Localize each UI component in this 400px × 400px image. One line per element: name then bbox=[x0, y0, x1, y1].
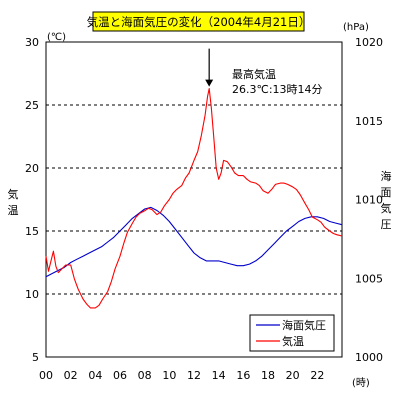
plot-area bbox=[45, 41, 343, 358]
left-tick-label-15: 15 bbox=[25, 225, 39, 238]
right-tick-label-1020: 1020 bbox=[355, 36, 383, 49]
annotation-arrow-head bbox=[205, 79, 214, 87]
x-tick-label-12: 12 bbox=[187, 369, 201, 382]
right-tick-label-1010: 1010 bbox=[355, 194, 383, 207]
x-tick-label-22: 22 bbox=[310, 369, 324, 382]
right-tick-label-1015: 1015 bbox=[355, 115, 383, 128]
chart-title: 気温と海面気圧の変化（2004年4月21日） bbox=[87, 11, 311, 32]
left-axis-unit: (℃) bbox=[47, 32, 66, 43]
left-axis-label-char-1: 温 bbox=[8, 204, 19, 217]
annotation-line-2: 26.3℃:13時14分 bbox=[232, 83, 323, 96]
annotation-line-1: 最高気温 bbox=[232, 67, 276, 81]
grid-lines bbox=[46, 104, 342, 295]
x-tick-label-16: 16 bbox=[236, 369, 250, 382]
chart-title-background bbox=[92, 11, 305, 32]
chart-title-text: 気温と海面気圧の変化（2004年4月21日） bbox=[87, 15, 311, 29]
x-tick-label-08: 08 bbox=[138, 369, 152, 382]
left-tick-label-5: 5 bbox=[32, 351, 39, 364]
left-tick-label-25: 25 bbox=[25, 99, 39, 112]
right-axis-label-char-0: 海 bbox=[381, 169, 392, 183]
legend-label-pressure: 海面気圧 bbox=[282, 318, 326, 332]
x-axis-ticks: 00 02 04 06 08 10 12 14 16 18 20 22 bbox=[39, 369, 324, 382]
x-tick-label-14: 14 bbox=[212, 369, 226, 382]
x-axis-unit: (時) bbox=[352, 377, 370, 389]
left-axis-ticks: 5 10 15 20 25 30 bbox=[25, 36, 39, 364]
left-axis-label: 気温 bbox=[8, 187, 19, 217]
right-axis-unit: (hPa) bbox=[343, 22, 369, 33]
right-axis-label-char-1: 面 bbox=[381, 186, 392, 199]
x-tick-label-18: 18 bbox=[261, 369, 275, 382]
x-tick-label-02: 02 bbox=[64, 369, 78, 382]
x-tick-label-04: 04 bbox=[88, 369, 102, 382]
x-tick-label-06: 06 bbox=[113, 369, 127, 382]
max-temperature-annotation: 最高気温 26.3℃:13時14分 bbox=[205, 48, 323, 96]
legend-label-temperature: 気温 bbox=[282, 334, 304, 348]
right-axis-label: 海面気圧 bbox=[381, 169, 392, 231]
left-axis-label-char-0: 気 bbox=[8, 187, 19, 201]
x-tick-label-20: 20 bbox=[286, 369, 300, 382]
series-layer bbox=[45, 88, 343, 309]
right-tick-label-1005: 1005 bbox=[355, 272, 383, 285]
left-tick-label-30: 30 bbox=[25, 36, 39, 49]
right-axis-ticks: 1000 1005 1010 1015 1020 bbox=[355, 36, 383, 364]
x-tick-label-10: 10 bbox=[162, 369, 176, 382]
legend: 海面気圧 気温 bbox=[249, 314, 335, 352]
legend-box bbox=[249, 314, 335, 352]
left-tick-label-20: 20 bbox=[25, 162, 39, 175]
right-tick-label-1000: 1000 bbox=[355, 351, 383, 364]
x-tick-label-00: 00 bbox=[39, 369, 53, 382]
right-axis-label-char-2: 気 bbox=[381, 201, 392, 215]
series-line-temperature bbox=[45, 88, 343, 309]
right-axis-label-char-3: 圧 bbox=[381, 218, 392, 231]
left-tick-label-10: 10 bbox=[25, 288, 39, 301]
series-line-pressure bbox=[45, 206, 343, 278]
